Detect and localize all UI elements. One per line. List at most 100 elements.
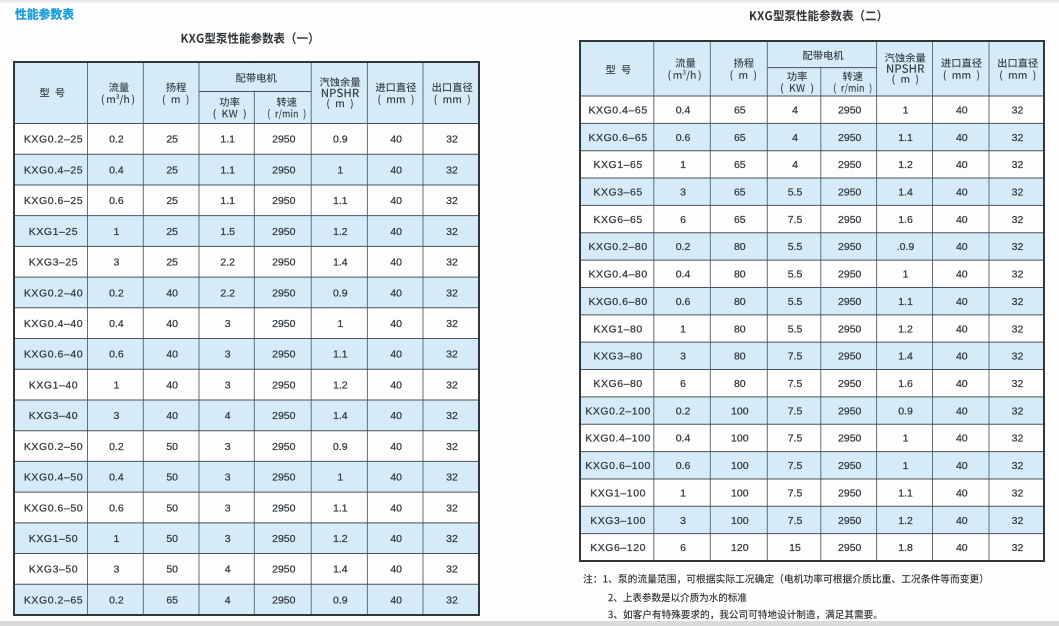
svg-text:40: 40 [166, 349, 178, 361]
svg-text:0.6: 0.6 [676, 460, 691, 472]
svg-text:40: 40 [390, 257, 402, 269]
svg-text:2950: 2950 [838, 104, 862, 116]
svg-text:1.1: 1.1 [333, 349, 348, 361]
svg-text:0.4: 0.4 [109, 164, 124, 176]
svg-text:80: 80 [734, 351, 746, 363]
svg-text:0.2: 0.2 [109, 134, 124, 146]
svg-text:7.5: 7.5 [788, 433, 803, 445]
svg-text:7.5: 7.5 [788, 405, 803, 417]
svg-text:2950: 2950 [272, 502, 296, 514]
svg-text:2950: 2950 [272, 164, 296, 176]
svg-text:2950: 2950 [838, 460, 862, 472]
svg-text:2950: 2950 [272, 134, 296, 146]
svg-text:4: 4 [792, 159, 798, 171]
svg-text:2950: 2950 [838, 487, 862, 499]
svg-text:40: 40 [956, 159, 968, 171]
svg-text:40: 40 [956, 132, 968, 144]
svg-text:KXG0.4–50: KXG0.4–50 [24, 472, 83, 484]
svg-text:KXG0.6–25: KXG0.6–25 [24, 195, 83, 207]
svg-text:.0.9: .0.9 [897, 241, 915, 253]
svg-text:2950: 2950 [838, 515, 862, 527]
svg-text:1: 1 [903, 269, 909, 281]
svg-text:32: 32 [1012, 104, 1024, 116]
svg-text:2950: 2950 [838, 269, 862, 281]
svg-text:40: 40 [956, 433, 968, 445]
svg-text:40: 40 [166, 287, 178, 299]
svg-text:1.1: 1.1 [333, 502, 348, 514]
svg-text:32: 32 [1012, 542, 1024, 554]
svg-text:32: 32 [446, 533, 458, 545]
svg-text:100: 100 [731, 487, 749, 499]
svg-text:1.4: 1.4 [898, 187, 913, 199]
svg-text:32: 32 [1012, 323, 1024, 335]
svg-text:0.9: 0.9 [333, 287, 348, 299]
svg-text:2950: 2950 [272, 472, 296, 484]
svg-text:1: 1 [680, 487, 686, 499]
svg-text:1.4: 1.4 [898, 351, 913, 363]
svg-text:40: 40 [956, 515, 968, 527]
svg-text:32: 32 [446, 164, 458, 176]
svg-text:32: 32 [1012, 351, 1024, 363]
svg-text:1: 1 [337, 164, 343, 176]
svg-text:KXG1–100: KXG1–100 [590, 487, 646, 499]
svg-text:0.9: 0.9 [333, 441, 348, 453]
svg-text:25: 25 [166, 164, 178, 176]
svg-text:32: 32 [1012, 187, 1024, 199]
svg-text:2950: 2950 [272, 594, 296, 606]
svg-text:0.6: 0.6 [109, 349, 124, 361]
svg-text:100: 100 [731, 433, 749, 445]
svg-text:KXG1–65: KXG1–65 [593, 159, 642, 171]
svg-text:40: 40 [390, 533, 402, 545]
svg-text:40: 40 [390, 226, 402, 238]
svg-text:KXG0.2–80: KXG0.2–80 [588, 241, 647, 253]
svg-text:7.5: 7.5 [788, 460, 803, 472]
svg-text:50: 50 [166, 533, 178, 545]
svg-text:40: 40 [166, 410, 178, 422]
svg-text:40: 40 [956, 214, 968, 226]
svg-text:KXG6–65: KXG6–65 [593, 214, 642, 226]
svg-text:80: 80 [734, 269, 746, 281]
svg-text:40: 40 [390, 472, 402, 484]
svg-text:2950: 2950 [838, 132, 862, 144]
svg-text:40: 40 [956, 405, 968, 417]
svg-text:7.5: 7.5 [788, 515, 803, 527]
svg-text:100: 100 [731, 405, 749, 417]
svg-text:3: 3 [225, 533, 231, 545]
svg-text:40: 40 [956, 351, 968, 363]
svg-text:1: 1 [337, 318, 343, 330]
svg-text:3: 3 [680, 515, 686, 527]
svg-text:1.1: 1.1 [333, 195, 348, 207]
svg-text:7.5: 7.5 [788, 214, 803, 226]
svg-text:2950: 2950 [838, 214, 862, 226]
svg-text:1.2: 1.2 [898, 323, 913, 335]
svg-text:3: 3 [113, 564, 119, 576]
svg-text:1.2: 1.2 [333, 379, 348, 391]
svg-text:0.2: 0.2 [109, 287, 124, 299]
svg-text:32: 32 [1012, 487, 1024, 499]
svg-text:1: 1 [337, 472, 343, 484]
svg-text:1.1: 1.1 [220, 134, 235, 146]
svg-text:0.4: 0.4 [676, 269, 691, 281]
svg-text:1.2: 1.2 [898, 515, 913, 527]
svg-text:32: 32 [1012, 405, 1024, 417]
svg-text:40: 40 [956, 323, 968, 335]
svg-text:0.4: 0.4 [676, 433, 691, 445]
svg-text:40: 40 [956, 241, 968, 253]
svg-text:7.5: 7.5 [788, 487, 803, 499]
svg-text:4: 4 [225, 564, 231, 576]
svg-text:32: 32 [446, 502, 458, 514]
svg-text:3: 3 [225, 441, 231, 453]
svg-text:40: 40 [390, 164, 402, 176]
svg-text:32: 32 [446, 594, 458, 606]
svg-text:7.5: 7.5 [788, 351, 803, 363]
svg-text:32: 32 [1012, 241, 1024, 253]
svg-text:40: 40 [166, 379, 178, 391]
svg-text:32: 32 [446, 441, 458, 453]
svg-text:3: 3 [225, 349, 231, 361]
svg-text:1.2: 1.2 [333, 226, 348, 238]
svg-text:1.8: 1.8 [898, 542, 913, 554]
svg-text:5.5: 5.5 [788, 187, 803, 199]
svg-text:2950: 2950 [272, 410, 296, 422]
svg-text:2.2: 2.2 [220, 257, 235, 269]
svg-text:KXG0.6–80: KXG0.6–80 [588, 296, 647, 308]
